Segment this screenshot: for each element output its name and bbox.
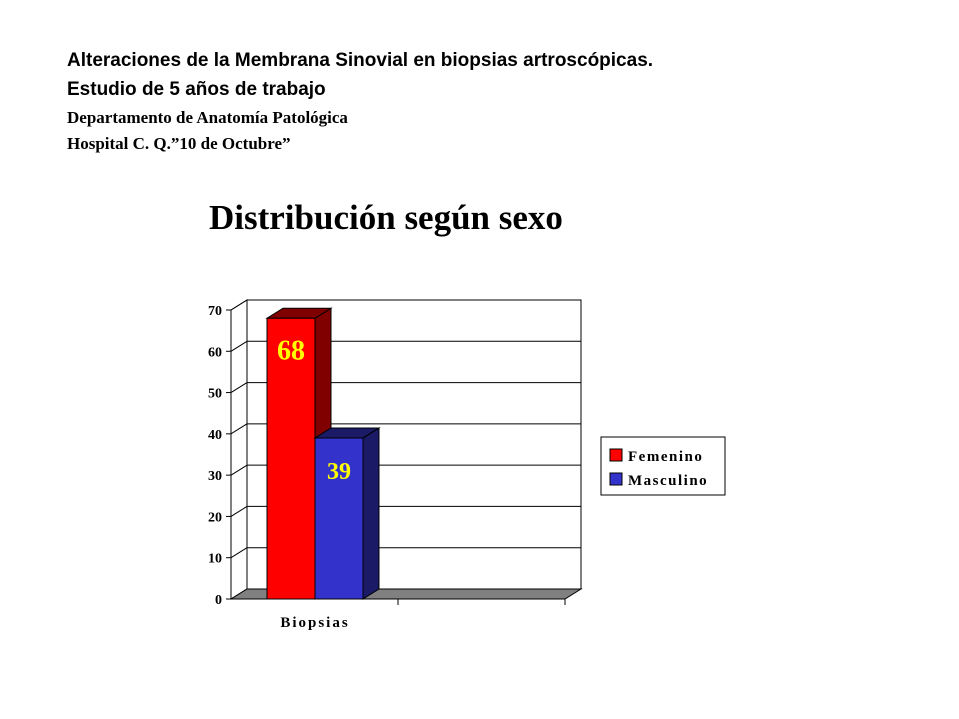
plot-side-wall	[230, 299, 248, 600]
bar-masculino	[314, 437, 364, 600]
header-department: Departamento de Anatomía Patológica	[67, 108, 348, 127]
header-title-line-1: Alteraciones de la Membrana Sinovial en …	[67, 50, 654, 71]
y-tick-label: 70	[208, 304, 222, 319]
y-tick-label: 20	[208, 510, 222, 525]
y-tick-label: 40	[208, 428, 222, 443]
side-wall-gridline	[230, 340, 248, 352]
x-category-label: Biopsias	[280, 615, 349, 631]
y-tick-label: 50	[208, 387, 222, 402]
side-wall-gridline	[230, 506, 248, 517]
bar-femenino	[266, 317, 316, 600]
y-tick-label: 10	[208, 552, 222, 567]
data-label-masculino: 39	[327, 459, 351, 485]
legend-swatch-masculino	[609, 472, 623, 486]
legend-label-femenino: Femenino	[628, 449, 703, 465]
legend-label-masculino: Masculino	[628, 473, 708, 489]
side-wall-gridline	[230, 547, 248, 559]
y-tick-label: 60	[208, 345, 222, 360]
header-hospital: Hospital C. Q.”10 de Octubre”	[67, 134, 291, 153]
data-label-femenino: 68	[277, 335, 305, 366]
y-tick-label: 0	[215, 593, 222, 608]
side-wall-gridline	[230, 382, 248, 393]
side-wall-gridline	[230, 464, 248, 476]
legend-swatch-femenino	[609, 448, 623, 462]
chart-title: Distribución según sexo	[209, 198, 563, 237]
header-title-line-2: Estudio de 5 años de trabajo	[67, 79, 326, 100]
y-tick-label: 30	[208, 469, 222, 484]
bar-side-masculino	[362, 427, 380, 600]
side-wall-gridline	[230, 423, 248, 435]
